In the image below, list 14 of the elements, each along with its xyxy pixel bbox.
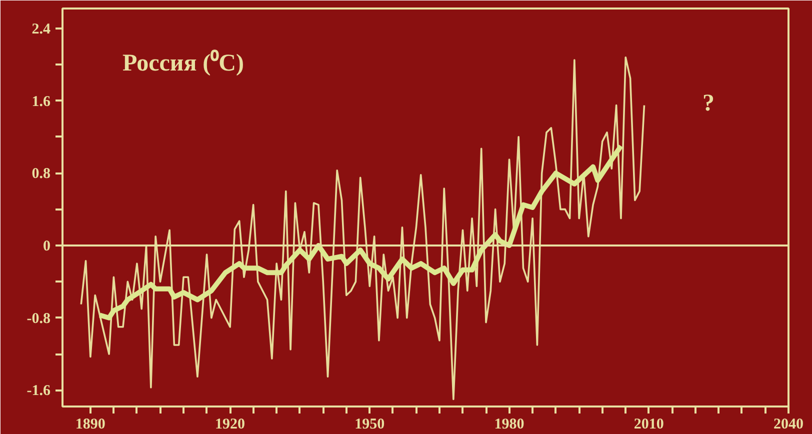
y-tick-label: 2.4: [32, 21, 51, 38]
y-tick-label: 1.6: [32, 94, 51, 110]
annotation: ?: [702, 90, 714, 116]
x-tick-label: 1950: [354, 416, 385, 432]
x-tick-label: 1890: [75, 416, 106, 432]
y-tick-label: 0.8: [32, 166, 50, 182]
x-tick-label: 2040: [774, 416, 804, 432]
y-tick-label: 0: [43, 238, 50, 254]
x-tick-label: 1980: [494, 416, 524, 432]
x-tick-label: 2010: [634, 416, 664, 432]
y-tick-label: -0.8: [26, 310, 51, 327]
text: Россия (⁰C): [122, 50, 244, 76]
x-tick-label: 1920: [215, 416, 246, 432]
y-tick-label: -1.6: [26, 383, 51, 400]
